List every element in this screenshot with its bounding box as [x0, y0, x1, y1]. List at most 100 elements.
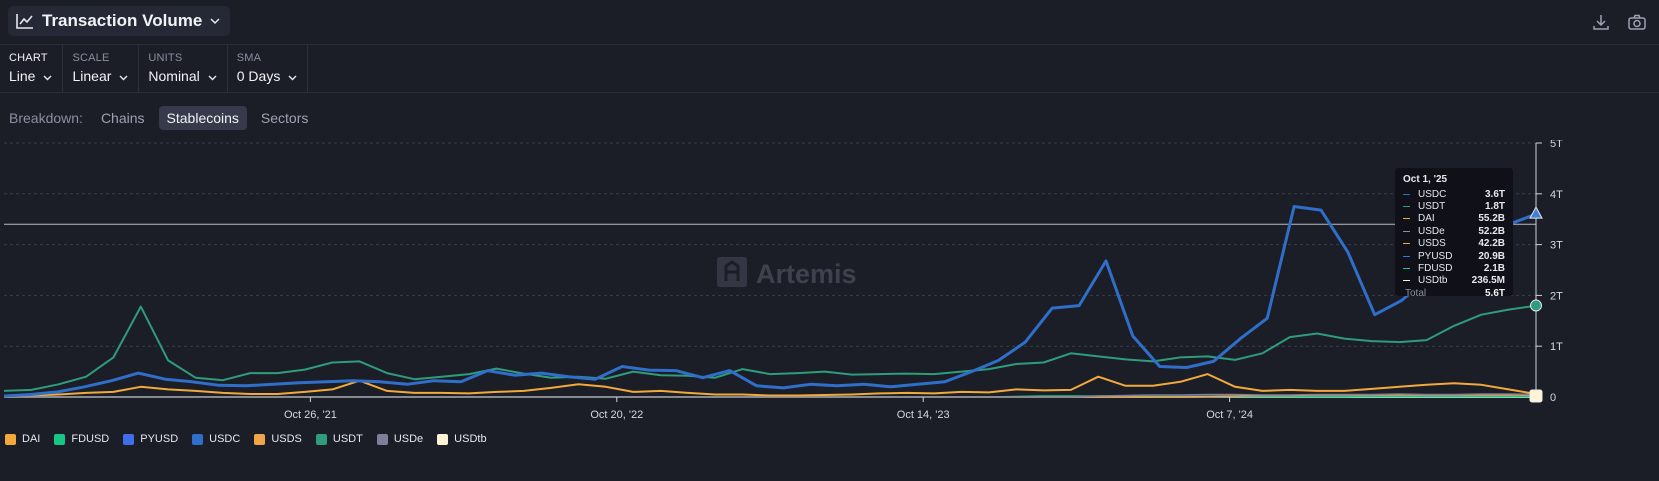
- y-tick-label: 0: [1550, 392, 1556, 404]
- tooltip-series-value: 236.5M: [1471, 275, 1505, 287]
- y-tick-label: 4T: [1550, 189, 1563, 201]
- tooltip-series-value: 20.9B: [1478, 250, 1505, 262]
- chart-tooltip: Oct 1, '25 USDC 3.6T USDT 1.8T DAI 55.2B USDe 5…: [1395, 168, 1513, 299]
- series-swatch: [1403, 218, 1410, 220]
- legend-item-usdtb[interactable]: USDtb: [437, 433, 487, 445]
- usdtb-end-marker: [1529, 389, 1543, 403]
- chart-type-dropdown[interactable]: CHART Line: [0, 45, 64, 92]
- legend-label: DAI: [22, 433, 41, 445]
- tooltip-row: PYUSD 20.9B: [1403, 250, 1505, 262]
- tooltip-total-label: Total: [1405, 288, 1427, 300]
- tooltip-date: Oct 1, '25: [1403, 174, 1448, 185]
- series-swatch: [1403, 193, 1410, 195]
- legend-label: USDS: [271, 433, 302, 445]
- x-tick-label: Oct 7, '24: [1206, 409, 1253, 421]
- series-line-usdc[interactable]: [3, 205, 1537, 398]
- scale-dropdown[interactable]: SCALE Linear: [63, 45, 140, 92]
- tooltip-series-value: 2.1B: [1483, 263, 1505, 275]
- series-swatch: [1403, 268, 1410, 270]
- sma-dropdown[interactable]: SMA 0 Days: [228, 45, 309, 92]
- legend-item-usdt[interactable]: USDT: [315, 433, 363, 445]
- breakdown-sectors[interactable]: Sectors: [260, 110, 309, 126]
- units-dropdown[interactable]: UNITS Nominal: [139, 45, 228, 92]
- artemis-logo-icon: [716, 256, 748, 293]
- chevron-down-icon: [43, 68, 52, 84]
- chart-header: Transaction Volume: [0, 0, 1659, 45]
- control-value: Linear: [72, 68, 112, 84]
- download-icon[interactable]: [1591, 12, 1611, 32]
- chevron-down-icon: [210, 17, 220, 25]
- tooltip-series-value: 3.6T: [1484, 188, 1505, 200]
- legend-swatch: [192, 433, 204, 445]
- tooltip-series-name: DAI: [1418, 213, 1435, 225]
- series-line-dai[interactable]: [3, 373, 1537, 398]
- tooltip-series-value: 1.8T: [1484, 201, 1505, 213]
- control-value: 0 Days: [236, 68, 281, 84]
- tooltip-series-name: USDS: [1418, 238, 1446, 250]
- series-line-usdt[interactable]: [3, 304, 1537, 392]
- usdt-end-marker: [1530, 299, 1542, 312]
- legend-item-fdusd[interactable]: FDUSD: [54, 433, 109, 445]
- tooltip-series-name: USDtb: [1418, 275, 1448, 287]
- series-line-usde[interactable]: [4, 393, 1537, 398]
- legend-swatch: [123, 433, 135, 445]
- chart-legend: DAI FDUSD PYUSD USDC USDS USDT USDe USDtb: [5, 433, 487, 445]
- series-swatch: [1403, 230, 1410, 232]
- legend-swatch: [54, 433, 66, 445]
- tooltip-row: DAI 55.2B: [1403, 213, 1505, 225]
- tooltip-row: USDS 42.2B: [1403, 238, 1505, 250]
- control-value: Line: [9, 68, 36, 84]
- tooltip-series-name: USDe: [1418, 225, 1445, 237]
- x-tick-label: Oct 26, '21: [284, 409, 337, 421]
- y-tick-label: 3T: [1550, 240, 1563, 252]
- legend-swatch: [254, 433, 266, 445]
- tooltip-row: FDUSD 2.1B: [1403, 262, 1505, 274]
- legend-item-pyusd[interactable]: PYUSD: [123, 433, 178, 445]
- tooltip-row: USDe 52.2B: [1403, 225, 1505, 237]
- legend-label: USDT: [332, 433, 363, 445]
- legend-label: USDC: [209, 433, 241, 445]
- control-label: UNITS: [148, 52, 183, 64]
- tooltip-total-value: 5.6T: [1484, 288, 1505, 300]
- legend-swatch: [315, 433, 327, 445]
- camera-icon[interactable]: [1627, 12, 1647, 32]
- usdc-end-marker: [1529, 206, 1543, 219]
- legend-item-usdc[interactable]: USDC: [192, 433, 240, 445]
- legend-label: USDtb: [454, 433, 487, 445]
- legend-swatch: [376, 433, 388, 445]
- legend-item-usds[interactable]: USDS: [254, 433, 302, 445]
- y-tick-label: 2T: [1550, 290, 1563, 302]
- breakdown-stablecoins[interactable]: Stablecoins: [158, 106, 247, 130]
- control-value: Nominal: [148, 68, 200, 84]
- tooltip-series-name: USDT: [1418, 201, 1446, 213]
- artemis-watermark: Artemis: [716, 256, 857, 293]
- series-swatch: [1403, 243, 1410, 245]
- metric-title: Transaction Volume: [42, 11, 203, 30]
- y-tick-label: 5T: [1550, 140, 1563, 150]
- chevron-down-icon: [119, 68, 128, 84]
- control-label: SMA: [236, 52, 262, 64]
- chevron-down-icon: [208, 68, 217, 84]
- tooltip-series-value: 55.2B: [1478, 213, 1505, 225]
- tooltip-row: USDT 1.8T: [1403, 200, 1505, 212]
- tooltip-series-value: 42.2B: [1478, 238, 1505, 250]
- tooltip-series-value: 52.2B: [1478, 225, 1505, 237]
- breakdown-chains[interactable]: Chains: [100, 110, 145, 126]
- y-tick-label: 1T: [1550, 341, 1563, 353]
- metric-selector[interactable]: Transaction Volume: [8, 6, 231, 36]
- legend-swatch: [437, 433, 449, 445]
- breakdown-selector: Breakdown: Chains Stablecoins Sectors: [9, 106, 316, 130]
- transaction-volume-chart[interactable]: 0 1T 2T 3T 4T 5T Oct 26, '21 Oct 20, '22 Oct 14,…: [0, 140, 1659, 430]
- legend-item-dai[interactable]: DAI: [5, 433, 40, 445]
- control-label: CHART: [9, 52, 48, 64]
- watermark-text: Artemis: [756, 259, 857, 289]
- tooltip-series-name: FDUSD: [1418, 263, 1453, 275]
- legend-item-usde[interactable]: USDe: [376, 433, 424, 445]
- tooltip-total: Total 5.6T: [1403, 287, 1505, 300]
- legend-swatch: [5, 433, 16, 445]
- chart-controls: CHART Line SCALE Linear UNITS Nominal SM…: [0, 45, 1659, 93]
- line-chart-icon: [16, 13, 34, 29]
- legend-label: FDUSD: [71, 433, 110, 445]
- series-swatch: [1403, 206, 1410, 208]
- legend-label: USDe: [393, 433, 424, 445]
